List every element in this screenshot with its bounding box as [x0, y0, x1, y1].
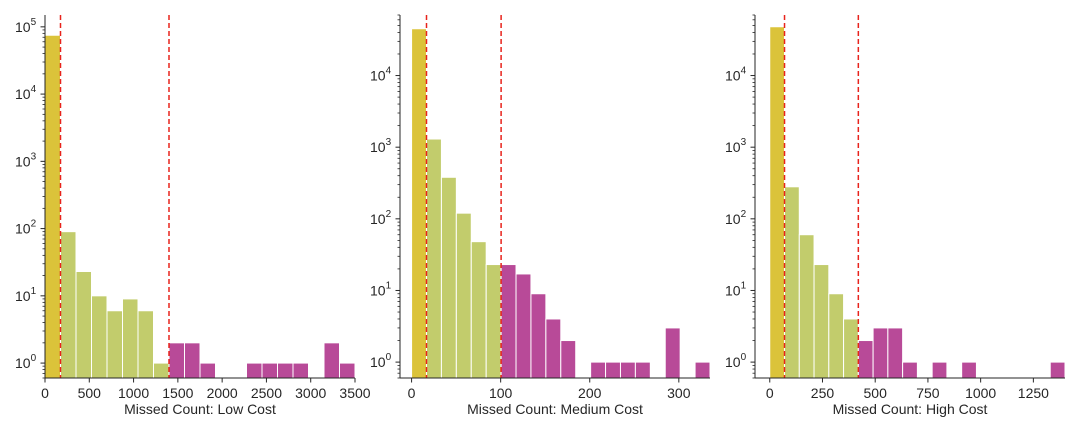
y-tick-label: 100: [15, 353, 37, 371]
x-tick-label: 2000: [207, 385, 238, 401]
x-tick-label: 2500: [251, 385, 282, 401]
bars: [769, 26, 1066, 379]
histogram-bar: [153, 362, 170, 379]
x-tick-label: 1000: [965, 385, 996, 401]
x-axis-label: Missed Count: Low Cost: [124, 401, 276, 417]
histogram-bar: [277, 362, 294, 379]
histogram-bar: [887, 327, 904, 379]
histogram-bar: [902, 361, 918, 379]
histogram-bar: [634, 361, 651, 379]
histogram-bar: [44, 34, 61, 379]
histogram-bar: [426, 138, 442, 379]
histogram-bar: [664, 327, 681, 379]
bars: [44, 34, 356, 379]
y-tick-label: 104: [370, 66, 392, 84]
histogram-bar: [560, 340, 577, 379]
x-tick-label: 500: [864, 385, 888, 401]
x-tick-label: 300: [667, 385, 691, 401]
y-tick-label: 100: [370, 352, 392, 370]
histogram-bar: [1049, 361, 1066, 379]
histogram-bar: [122, 298, 139, 379]
histogram-bar: [470, 241, 487, 379]
histogram-bar: [60, 231, 77, 379]
histogram-bar: [75, 271, 92, 379]
x-tick-label: 3000: [295, 385, 326, 401]
histogram-bar: [798, 234, 815, 379]
y-tick-label: 101: [725, 280, 747, 298]
y-tick-label: 103: [370, 137, 392, 155]
y-tick-label: 102: [370, 209, 392, 227]
histogram-bar: [106, 310, 123, 379]
y-tick-label: 101: [370, 280, 392, 298]
chart-panel-2: 100 101 102 103 104 0 100 200 300 Missed Count: M…: [370, 14, 711, 417]
histogram-bar: [91, 295, 108, 379]
y-tick-label: 104: [15, 84, 37, 102]
x-tick-label: 250: [811, 385, 835, 401]
histogram-bar: [292, 362, 309, 379]
x-tick-label: 0: [41, 385, 49, 401]
x-tick-label: 3500: [339, 385, 370, 401]
histogram-bar: [619, 361, 636, 379]
y-tick-label: 100: [725, 352, 747, 370]
histogram-bar: [485, 264, 502, 379]
histogram-bar: [843, 318, 859, 379]
histogram-bar: [411, 28, 428, 379]
x-tick-label: 1500: [162, 385, 193, 401]
y-tick-label: 103: [15, 151, 37, 169]
histogram-bar: [246, 362, 263, 379]
histogram-bar: [440, 176, 457, 379]
histogram-bar: [199, 362, 216, 379]
x-tick-label: 200: [578, 385, 602, 401]
x-tick-label: 1000: [118, 385, 149, 401]
histogram-bar: [769, 26, 786, 379]
histogram-bar: [545, 318, 562, 379]
y-tick-label: 105: [15, 17, 37, 35]
y-tick-label: 102: [725, 209, 747, 227]
histogram-bar: [857, 340, 874, 379]
histogram-bar: [931, 361, 948, 379]
y-tick-label: 103: [725, 137, 747, 155]
histogram-bar: [323, 342, 340, 379]
y-tick-label: 104: [725, 66, 747, 84]
histogram-bar: [694, 361, 711, 379]
histogram-bar: [184, 342, 201, 379]
histogram-bar: [515, 273, 532, 379]
histogram-bar: [590, 361, 607, 379]
x-tick-label: 100: [489, 385, 513, 401]
y-tick-label: 101: [15, 286, 37, 304]
histogram-bar: [168, 342, 185, 379]
histogram-bar: [828, 293, 845, 379]
x-tick-label: 500: [78, 385, 102, 401]
histogram-bar: [339, 362, 356, 379]
histogram-bar: [261, 362, 278, 379]
x-tick-label: 1250: [1018, 385, 1049, 401]
histogram-bar: [605, 361, 621, 379]
x-axis-label: Missed Count: High Cost: [833, 401, 988, 417]
histogram-bar: [455, 212, 472, 379]
y-tick-label: 102: [15, 219, 37, 237]
histogram-bar: [961, 361, 977, 379]
histogram-bar: [530, 293, 547, 379]
chart-panel-3: 100 101 102 103 104 0 250 500 750 1000 1250 Missed …: [725, 14, 1066, 417]
histogram-bar: [137, 310, 154, 379]
x-tick-label: 750: [916, 385, 940, 401]
bars: [411, 28, 711, 379]
histogram-bar: [500, 264, 517, 379]
histogram-bar: [813, 264, 830, 379]
x-tick-label: 0: [766, 385, 774, 401]
histogram-bar: [872, 327, 889, 379]
x-axis-label: Missed Count: Medium Cost: [467, 401, 643, 417]
histogram-bar: [784, 186, 800, 379]
x-tick-label: 0: [408, 385, 416, 401]
chart-panel-1: 100 101 102 103 104 105 0 500 1000 1500 2000 2500 30…: [15, 15, 371, 417]
